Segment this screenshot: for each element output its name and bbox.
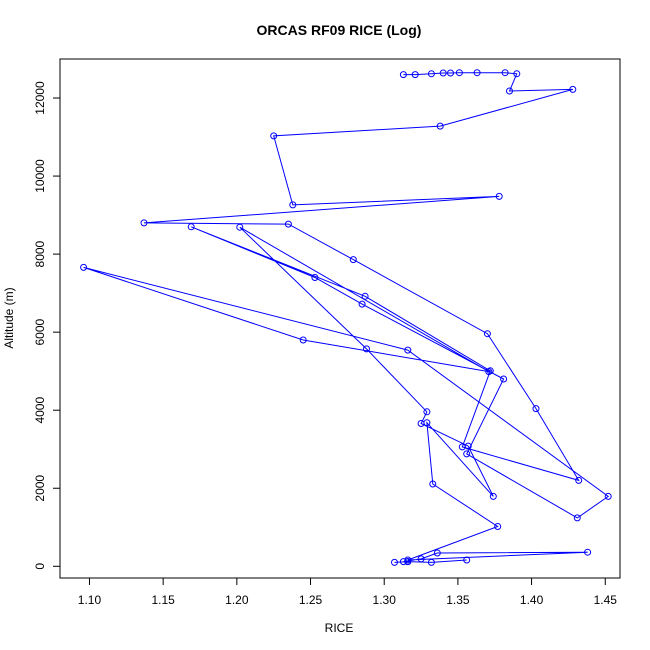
- data-point: [399, 71, 407, 79]
- series-line: [83, 72, 610, 563]
- plot-frame: [59, 58, 621, 579]
- data-point: [489, 492, 497, 500]
- data-point: [404, 346, 412, 354]
- data-point: [532, 405, 540, 413]
- x-tick-label: 1.15: [151, 593, 175, 607]
- y-tick-label: 6000: [33, 318, 47, 345]
- data-point: [187, 223, 195, 231]
- x-tick-label: 1.35: [446, 593, 470, 607]
- x-tick-label: 1.25: [299, 593, 323, 607]
- data-point: [569, 85, 577, 93]
- chart-title: ORCAS RF09 RICE (Log): [257, 22, 422, 38]
- data-point: [270, 132, 278, 140]
- y-tick-label: 10000: [33, 159, 47, 193]
- data-point: [455, 69, 463, 77]
- x-axis: 1.10 1.15 1.20 1.25 1.30 1.35 1.40 1.45: [78, 577, 618, 607]
- data-point: [500, 375, 508, 383]
- y-axis: 0 2000 4000 6000 8000 10000 12000: [33, 81, 61, 570]
- data-point: [363, 345, 370, 353]
- data-point: [584, 548, 592, 556]
- data-point: [80, 263, 88, 271]
- data-point: [427, 70, 435, 78]
- data-series: [80, 69, 612, 566]
- x-tick-label: 1.30: [373, 593, 397, 607]
- data-point: [464, 442, 472, 450]
- data-point: [494, 523, 502, 530]
- data-point: [483, 330, 491, 338]
- y-tick-label: 0: [33, 563, 47, 570]
- data-point: [439, 69, 447, 77]
- data-point: [513, 70, 521, 78]
- data-point: [436, 122, 444, 130]
- data-point: [358, 300, 366, 308]
- data-point: [411, 71, 419, 79]
- data-point: [506, 87, 513, 95]
- data-point: [299, 336, 307, 344]
- x-tick-label: 1.40: [520, 593, 544, 607]
- data-point: [463, 450, 471, 458]
- x-axis-label: RICE: [325, 621, 354, 635]
- y-tick-label: 4000: [33, 397, 47, 424]
- data-point: [427, 558, 435, 566]
- data-point: [361, 292, 369, 300]
- data-point: [311, 274, 319, 281]
- data-point: [473, 69, 481, 77]
- data-point: [501, 69, 509, 77]
- data-point: [140, 219, 148, 227]
- y-tick-label: 12000: [33, 81, 47, 115]
- data-point: [349, 256, 357, 264]
- x-tick-label: 1.45: [594, 593, 618, 607]
- data-point: [404, 558, 412, 566]
- x-tick-label: 1.10: [78, 593, 102, 607]
- data-point: [289, 201, 297, 209]
- data-point: [433, 549, 441, 557]
- data-point: [391, 558, 398, 566]
- data-point: [463, 556, 471, 564]
- data-point: [447, 69, 454, 77]
- y-tick-label: 2000: [33, 475, 47, 502]
- x-tick-label: 1.20: [225, 593, 249, 607]
- data-point: [423, 408, 431, 416]
- data-point: [573, 514, 581, 522]
- data-point: [399, 558, 407, 566]
- data-point: [495, 192, 503, 200]
- y-tick-label: 8000: [33, 240, 47, 267]
- y-axis-label: Altitude (m): [2, 287, 16, 348]
- data-point: [423, 419, 431, 427]
- data-point: [485, 368, 493, 376]
- data-point: [604, 492, 612, 500]
- data-point: [236, 223, 244, 231]
- data-point: [575, 476, 583, 484]
- data-point: [429, 480, 437, 488]
- data-point: [284, 220, 292, 228]
- data-point: [417, 555, 425, 563]
